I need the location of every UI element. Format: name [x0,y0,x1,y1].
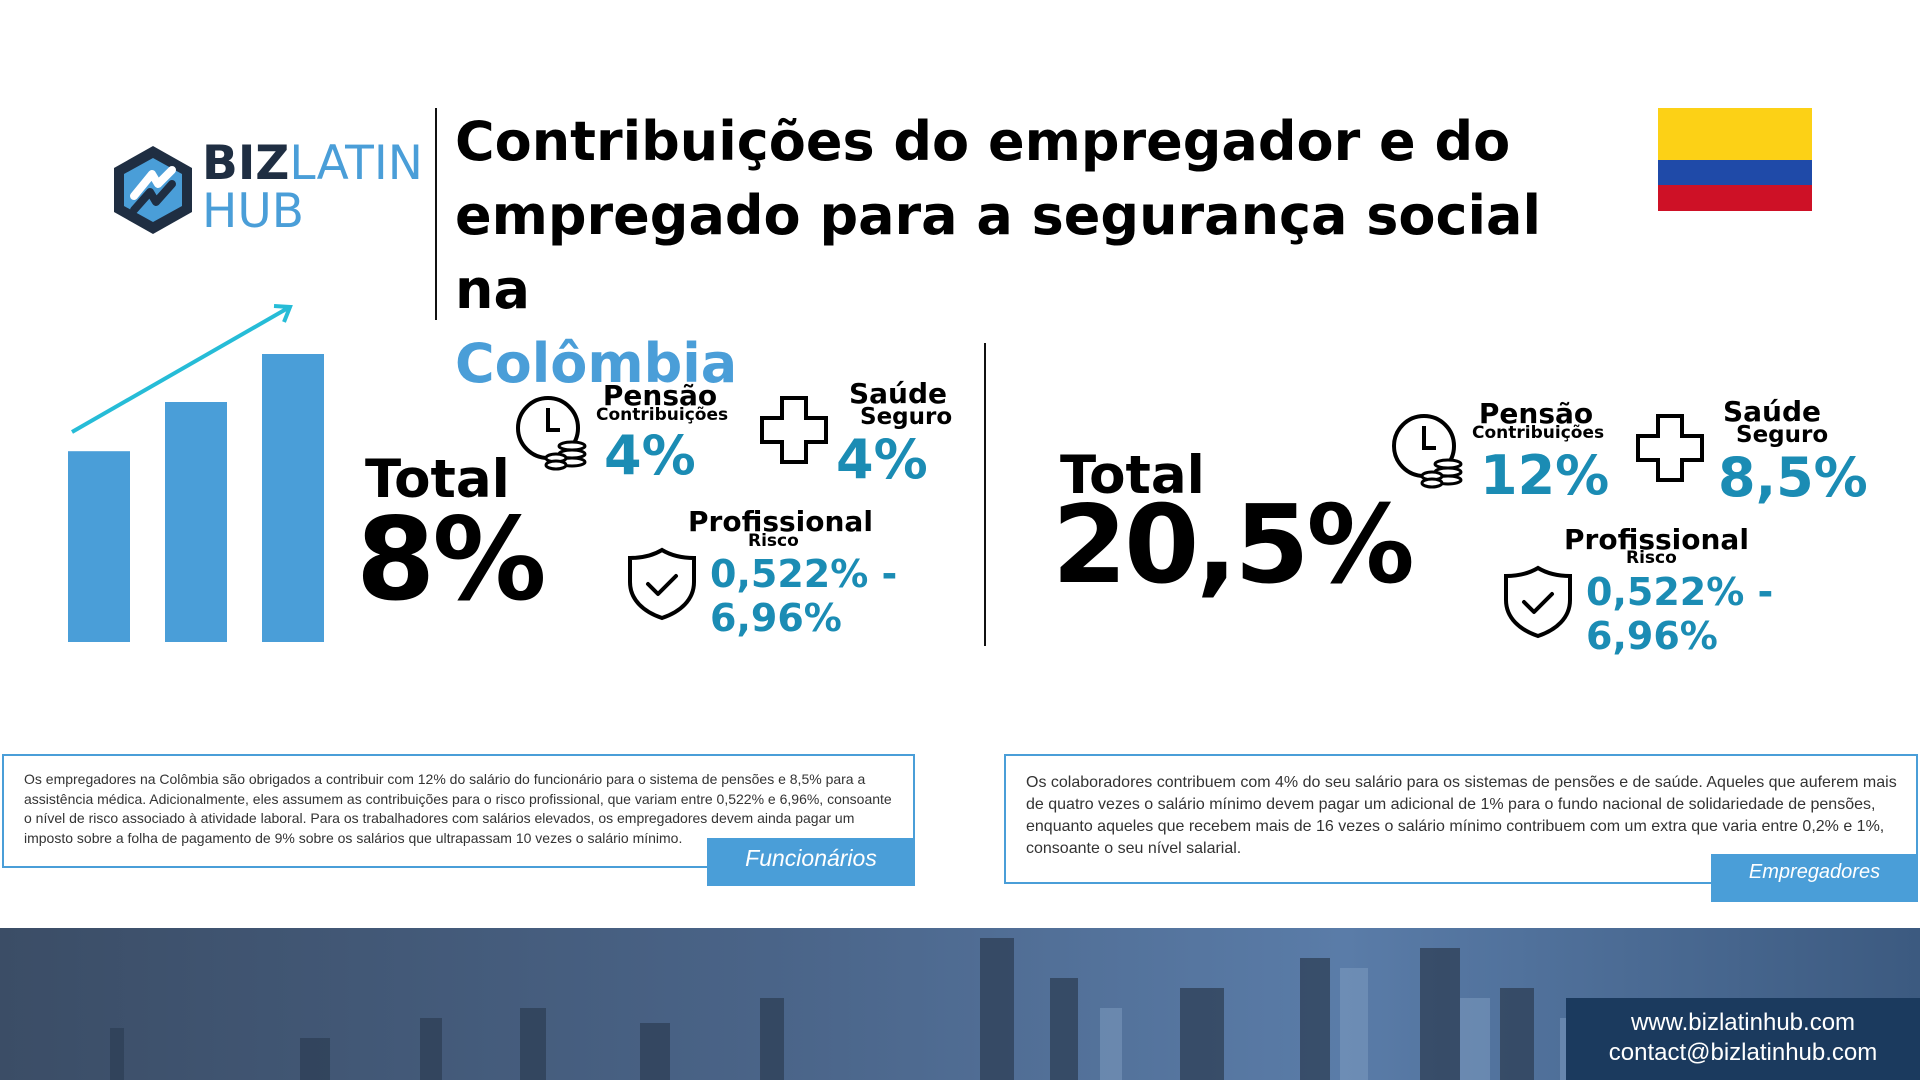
bar-group [68,354,324,642]
right-risk-value-line1: 0,522% - [1586,570,1774,614]
right-risk-title: Profissional [1564,523,1749,556]
right-risk-value: 0,522% - 6,96% [1586,570,1773,658]
shield-check-icon [628,547,696,621]
chart-bar-1 [68,451,130,642]
flag-stripe-red [1658,185,1812,211]
shield-check-icon [1504,565,1572,639]
biz-latin-hub-logo: BIZLATIN HUB [112,140,423,240]
left-risk-value-line1: 0,522% - [710,552,898,596]
right-risk-value-line2: 6,96% [1586,614,1718,658]
right-pension-title: Pensão [1478,397,1594,430]
left-risk-value-line2: 6,96% [710,596,842,640]
clock-coins-icon [516,396,587,471]
plus-cross-icon [1636,414,1704,482]
trend-arrow-line [71,306,289,434]
right-pension-value: 12% [1480,444,1610,507]
logo-biz: BIZ [202,136,290,191]
left-total-label: Total [365,449,510,510]
left-pension-value: 4% [604,424,696,487]
plus-cross-icon [760,396,828,464]
left-risk-title: Profissional [688,505,873,538]
logo-hub: HUB [202,184,304,239]
employer-info-text: Os empregadores na Colômbia são obrigado… [24,771,892,846]
chart-bar-2 [165,402,227,642]
left-pension-subtitle: Contribuições [596,405,729,425]
growth-bar-chart [68,304,324,642]
left-risk-value: 0,522% - 6,96% [710,552,897,640]
left-health-subtitle: Seguro [860,404,953,430]
right-health-subtitle: Seguro [1736,422,1829,448]
right-risk-subtitle: Risco [1626,548,1677,568]
tag-funcionarios: Funcionários [707,838,915,886]
center-divider [984,343,986,646]
right-health-title: Saúde [1722,395,1822,428]
footer-website-link[interactable]: www.bizlatinhub.com [1630,1009,1856,1036]
right-total-label: Total [1060,445,1205,506]
right-total-value: 20,5% [1052,483,1415,608]
clock-coins-icon [1392,414,1463,489]
employee-info-text: Os colaboradores contribuem com 4% do se… [1026,774,1897,857]
page-title: Contribuições do empregador e do emprega… [455,105,1595,401]
title-line-2: empregado para a segurança social na [455,184,1541,321]
logo-latin: LATIN [289,136,423,191]
right-pension-subtitle: Contribuições [1472,423,1605,443]
left-health-value: 4% [836,428,928,491]
footer-email-link[interactable]: contact@bizlatinhub.com [1608,1039,1878,1066]
logo-mark-icon [114,146,192,234]
trend-arrow-head-icon [273,304,293,323]
footer-city-banner: www.bizlatinhub.com contact@bizlatinhub.… [0,928,1920,1080]
colombia-flag-icon [1658,108,1812,211]
left-total-value: 8% [356,493,547,626]
title-divider [435,108,437,320]
title-line-3: Colômbia [455,332,738,395]
flag-stripe-yellow [1658,108,1812,160]
right-health-value: 8,5% [1718,446,1868,509]
tag-empregadores: Empregadores [1711,854,1918,902]
left-health-title: Saúde [848,377,948,410]
left-pension-title: Pensão [602,379,718,412]
chart-bar-3 [262,354,324,642]
title-line-1: Contribuições do empregador e do [455,110,1511,173]
contact-panel: www.bizlatinhub.com contact@bizlatinhub.… [1566,998,1920,1080]
left-risk-subtitle: Risco [748,531,799,551]
flag-stripe-blue [1658,160,1812,185]
logo-wordmark-top: BIZLATIN [202,140,423,188]
